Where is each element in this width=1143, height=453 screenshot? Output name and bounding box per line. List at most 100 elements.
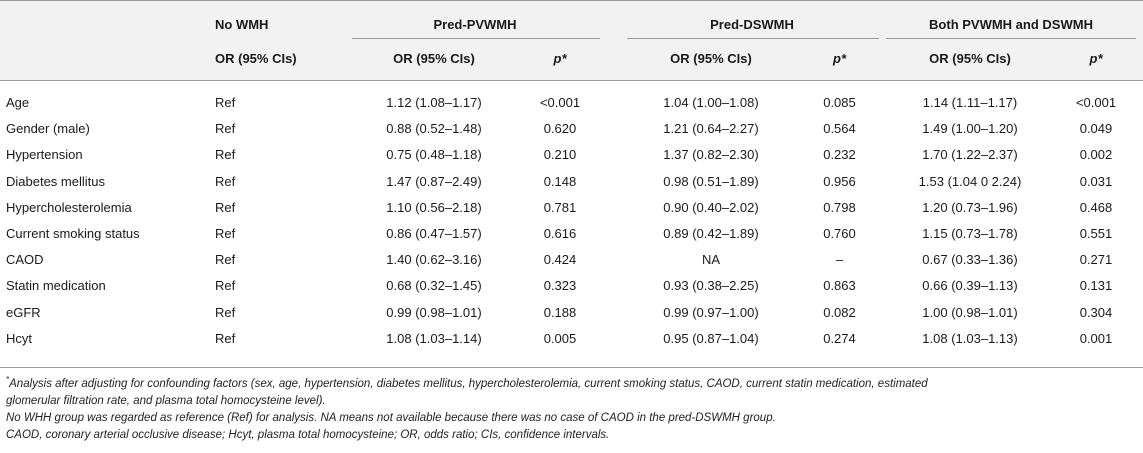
cell-ref: Ref — [215, 173, 236, 189]
cell-pv-or: 0.86 (0.47–1.57) — [386, 226, 482, 241]
cell-ds-or: 0.93 (0.38–2.25) — [663, 278, 759, 294]
cell-both-p: 0.271 — [1079, 252, 1113, 268]
footnote-2: No WHH group was regarded as reference (… — [6, 412, 776, 424]
cell-both-or: 1.49 (1.00–1.20) — [922, 121, 1018, 137]
cell-ref: Ref — [215, 95, 236, 110]
footnote-marker: * — [6, 375, 10, 384]
cell-both-or: 0.66 (0.39–1.13) — [922, 278, 1018, 294]
table-header — [0, 0, 1143, 81]
cell-pv-p: 0.424 — [543, 252, 577, 268]
subheader-or: OR (95% CIs) — [929, 51, 1011, 66]
cell-both-p: 0.551 — [1079, 226, 1113, 241]
cell-pv-p: 0.005 — [543, 330, 577, 346]
row-label: Hcyt — [6, 330, 32, 346]
cell-both-p: 0.031 — [1079, 173, 1113, 189]
row-label: Diabetes mellitus — [6, 173, 105, 189]
header-no-wmh: No WMH — [215, 17, 269, 32]
cell-pv-or: 0.68 (0.32–1.45) — [386, 278, 482, 294]
footnote-3: CAOD, coronary arterial occlusive diseas… — [6, 429, 610, 441]
cell-ds-p: 0.085 — [823, 95, 856, 110]
row-label: Statin medication — [6, 278, 106, 294]
cell-ds-or: NA — [701, 252, 721, 268]
cell-pv-p: 0.210 — [543, 147, 577, 163]
both-group-rule — [886, 38, 1136, 39]
header-pred-pvwmh: Pred-PVWMH — [433, 17, 517, 32]
cell-both-p: 0.002 — [1079, 147, 1113, 163]
cell-ds-p: – — [835, 252, 844, 268]
cell-both-p: 0.001 — [1079, 330, 1113, 346]
subheader-p: p* — [833, 51, 846, 66]
cell-pv-or: 1.10 (0.56–2.18) — [386, 199, 482, 215]
cell-ds-p: 0.863 — [823, 278, 856, 294]
cell-both-p: <0.001 — [1075, 95, 1117, 110]
subheader-p: p* — [553, 51, 567, 66]
footnote-1: *Analysis after adjusting for confoundin… — [6, 375, 928, 391]
cell-ref: Ref — [215, 121, 236, 137]
subheader-or: OR (95% CIs) — [670, 51, 752, 66]
cell-pv-p: <0.001 — [539, 95, 581, 110]
cell-pv-or: 0.75 (0.48–1.18) — [386, 147, 482, 163]
cell-both-or: 1.14 (1.11–1.17) — [922, 95, 1018, 110]
cell-ref: Ref — [215, 278, 236, 294]
cell-ref: Ref — [215, 304, 236, 320]
cell-ref: Ref — [215, 199, 236, 215]
cell-pv-p: 0.323 — [543, 278, 577, 294]
cell-both-p: 0.049 — [1079, 121, 1113, 137]
cell-ds-p: 0.798 — [823, 199, 856, 215]
cell-both-or: 1.15 (0.73–1.78) — [922, 226, 1018, 241]
footnotes: *Analysis after adjusting for confoundin… — [0, 376, 1135, 444]
cell-ds-or: 0.99 (0.97–1.00) — [663, 304, 759, 320]
cell-ref: Ref — [215, 226, 236, 241]
cell-ds-or: 0.90 (0.40–2.02) — [663, 199, 759, 215]
row-label: Gender (male) — [6, 121, 90, 137]
row-label: Age — [6, 95, 30, 110]
row-label: Current smoking status — [6, 226, 140, 241]
cell-ds-or: 1.04 (1.00–1.08) — [663, 95, 759, 110]
cell-both-p: 0.304 — [1079, 304, 1113, 320]
cell-pv-or: 1.12 (1.08–1.17) — [386, 95, 482, 110]
cell-ref: Ref — [215, 252, 236, 268]
cell-ds-or: 0.98 (0.51–1.89) — [663, 173, 759, 189]
header-pred-dswmh: Pred-DSWMH — [710, 17, 794, 32]
cell-ds-or: 1.21 (0.64–2.27) — [663, 121, 759, 137]
cell-ds-p: 0.564 — [823, 121, 856, 137]
cell-pv-p: 0.620 — [543, 121, 577, 137]
cell-pv-p: 0.616 — [543, 226, 577, 241]
cell-pv-or: 1.40 (0.62–3.16) — [386, 252, 482, 268]
table-bottom-rule — [0, 367, 1143, 368]
header-both: Both PVWMH and DSWMH — [929, 17, 1093, 32]
pvwmh-group-rule — [352, 38, 600, 39]
cell-ds-p: 0.760 — [823, 226, 856, 241]
cell-ref: Ref — [215, 330, 236, 346]
subheader-p: p* — [1089, 51, 1103, 66]
cell-pv-p: 0.148 — [543, 173, 577, 189]
cell-both-or: 1.08 (1.03–1.13) — [922, 330, 1018, 346]
row-label: Hypercholesterolemia — [6, 199, 132, 215]
cell-ds-p: 0.956 — [823, 173, 856, 189]
cell-both-p: 0.468 — [1079, 199, 1113, 215]
cell-pv-or: 1.08 (1.03–1.14) — [386, 330, 482, 346]
cell-pv-or: 0.88 (0.52–1.48) — [386, 121, 482, 137]
cell-both-or: 0.67 (0.33–1.36) — [922, 252, 1018, 268]
cell-both-p: 0.131 — [1079, 278, 1113, 294]
subheader-or: OR (95% CIs) — [215, 51, 297, 66]
cell-pv-p: 0.188 — [543, 304, 577, 320]
footnote-1-cont: glomerular filtration rate, and plasma t… — [6, 395, 326, 407]
cell-ds-or: 0.95 (0.87–1.04) — [663, 330, 759, 346]
cell-pv-p: 0.781 — [543, 199, 577, 215]
cell-pv-or: 0.99 (0.98–1.01) — [386, 304, 482, 320]
cell-ds-p: 0.082 — [823, 304, 856, 320]
row-label: eGFR — [6, 304, 41, 320]
cell-ds-p: 0.232 — [823, 147, 856, 163]
cell-pv-or: 1.47 (0.87–2.49) — [386, 173, 482, 189]
cell-both-or: 1.00 (0.98–1.01) — [922, 304, 1018, 320]
cell-ref: Ref — [215, 147, 236, 163]
cell-both-or: 1.20 (0.73–1.96) — [922, 199, 1018, 215]
subheader-or: OR (95% CIs) — [393, 51, 475, 66]
row-label: Hypertension — [6, 147, 83, 163]
cell-both-or: 1.53 (1.04 0 2.24) — [918, 173, 1022, 189]
cell-ds-or: 0.89 (0.42–1.89) — [663, 226, 759, 241]
cell-ds-or: 1.37 (0.82–2.30) — [663, 147, 759, 163]
cell-ds-p: 0.274 — [823, 330, 856, 346]
dswmh-group-rule — [627, 38, 879, 39]
